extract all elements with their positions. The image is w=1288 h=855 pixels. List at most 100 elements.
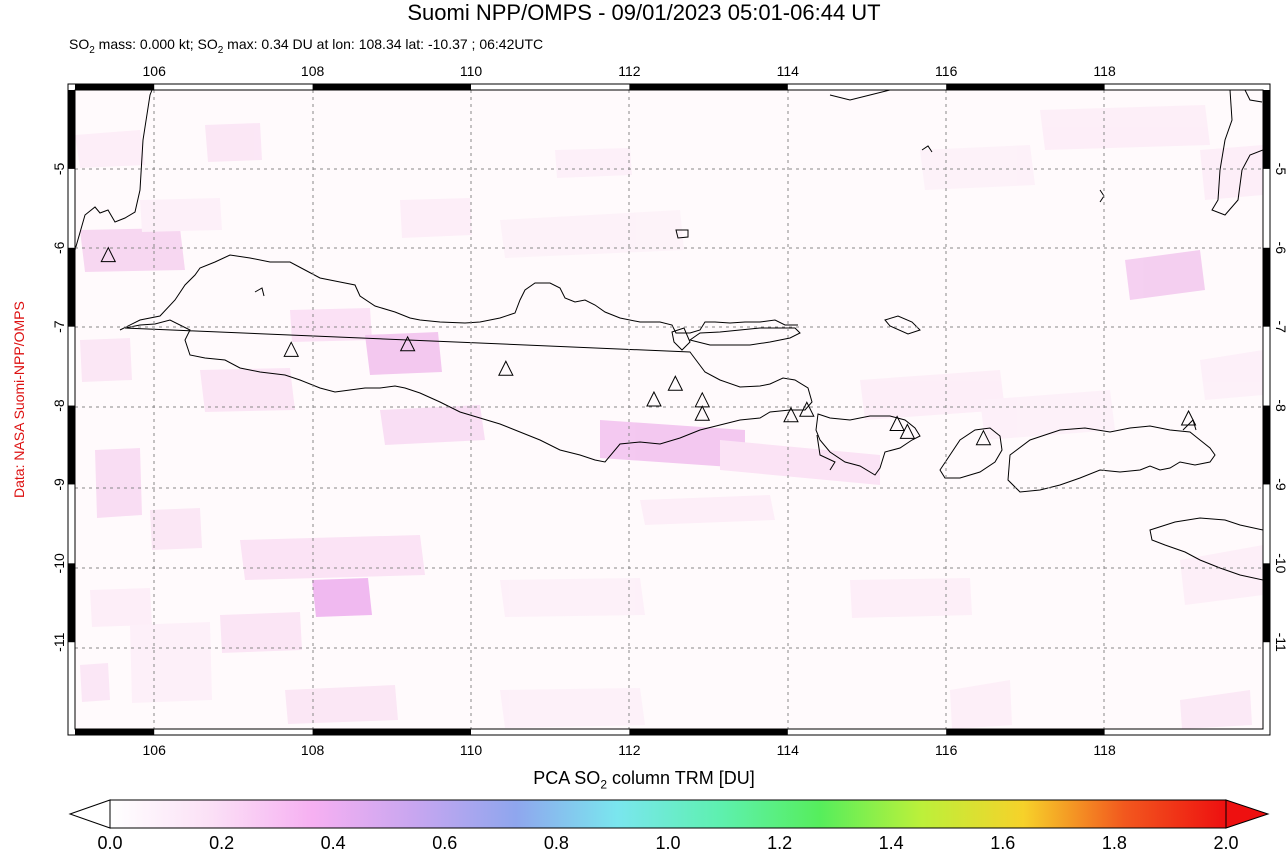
so2-pixel [150,508,202,550]
summary-part: mass: 0.000 kt; SO [94,36,218,52]
colorbar-tick-label: 1.4 [878,833,904,853]
frame-bar [75,84,155,90]
so2-pixel [1125,250,1205,300]
volcano-marker [783,406,799,423]
volcano-marker [646,390,662,407]
coastline-borneo [829,90,891,101]
lat-tick-label: -8 [51,399,67,412]
volcano-marker [975,429,992,446]
frame-bar [68,563,75,643]
coastline-island [675,229,689,239]
coastline-bali [815,413,921,476]
so2-pixel [1180,690,1252,729]
colorbar-tick-label: 1.0 [655,833,681,853]
frame-bar [312,84,471,90]
coastline-sumba [1149,517,1263,581]
coastline-island [884,315,921,335]
so2-pixel [720,440,880,485]
so2-retrieval-pixels [75,105,1263,729]
so2-pixel [500,688,645,728]
so2-pixel [80,338,132,382]
volcano-marker [798,401,815,417]
frame-bar [68,247,75,327]
lat-tick-label: -9 [1273,478,1288,491]
colorbar-title-part: column TRM [DU] [607,768,755,788]
lon-tick-label: 106 [143,742,167,758]
colorbar-tick-label: 0.0 [97,833,123,853]
so2-pixel [500,578,645,617]
so2-pixel [555,148,632,178]
lat-tick-label: -11 [51,632,67,651]
lat-tick-label: -6 [51,241,67,254]
lon-tick-label: 118 [1093,63,1116,79]
colorbar-title-part: PCA SO [533,768,601,788]
lon-labels-top: 106 108 110 112 114 116 118 [143,63,1116,79]
volcano-marker [899,423,916,439]
coastline-sumatra [75,90,153,251]
lon-tick-label: 112 [618,63,641,79]
volcano-marker [667,375,684,391]
so2-pixel [640,495,775,525]
frame-ticks-bottom [75,729,1105,735]
lat-tick-label: -6 [1273,242,1288,255]
volcano-marker [283,341,300,357]
colorbar-over-arrow [1225,799,1270,829]
volcano-marker [1180,409,1197,426]
coastline-lombok [939,427,1003,479]
so2-pixel [920,145,1035,190]
colorbar-tick-label: 2.0 [1213,833,1239,853]
so2-pixel [1200,145,1263,200]
lat-labels-left: -5 -6 -7 -8 -9 -10 -11 [51,162,67,651]
colorbar-tick-label: 1.8 [1101,833,1127,853]
so2-pixel [80,228,185,272]
so2-pixel [950,680,1012,729]
colorbar-title: PCA SO2 column TRM [DU] [0,768,1288,792]
so2-pixel [285,685,398,724]
colorbar-tick-label: 0.8 [543,833,569,853]
colorbar-tick-label: 1.2 [767,833,793,853]
colorbar-under-arrow [68,799,111,829]
lon-tick-label: 110 [460,742,483,758]
colorbar-tick-label: 0.4 [320,833,346,853]
coastline-sulawesi-east [1244,90,1263,103]
summary-part: max: 0.34 DU at lon: 108.34 lat: -10.37 … [223,36,544,52]
lon-tick-label: 108 [301,63,325,79]
coastlines [75,90,1263,581]
lon-tick-label: 108 [301,742,325,758]
lat-tick-label: -8 [1273,399,1288,412]
frame-bar [946,729,1105,735]
lon-tick-label: 116 [935,742,958,758]
so2-pixel [850,578,972,618]
so2-pixel [365,332,442,375]
coastline-island [254,287,265,297]
graticule [75,90,1263,729]
volcano-marker [694,405,711,421]
lat-tick-label: -10 [1273,553,1288,573]
frame-bar [629,729,788,735]
so2-pixel [290,308,372,342]
so2-pixel [600,420,745,468]
so2-summary: SO2 mass: 0.000 kt; SO2 max: 0.34 DU at … [69,36,543,56]
so2-pixel [1200,350,1263,400]
coastline-sulawesi [1211,90,1263,216]
so2-pixel [240,535,425,580]
colorbar-tick-label: 0.2 [209,833,235,853]
frame-bar [312,729,471,735]
so2-pixel [75,130,145,168]
volcano-markers [100,246,1197,446]
so2-pixel [312,578,372,617]
frame-ticks-right [1263,90,1270,643]
so2-pixel [95,448,142,518]
summary-subscript: 2 [217,44,224,56]
volcano-marker [498,360,514,376]
summary-part: SO [69,36,90,52]
so2-pixel [1040,105,1210,150]
so2-pixel [130,622,212,703]
lat-tick-label: -10 [51,553,67,573]
volcano-marker [399,335,416,352]
colorbar-tick-label: 0.6 [432,833,458,853]
lat-tick-label: -9 [51,478,67,491]
so2-pixel [200,368,295,412]
coastline-island [921,145,933,153]
